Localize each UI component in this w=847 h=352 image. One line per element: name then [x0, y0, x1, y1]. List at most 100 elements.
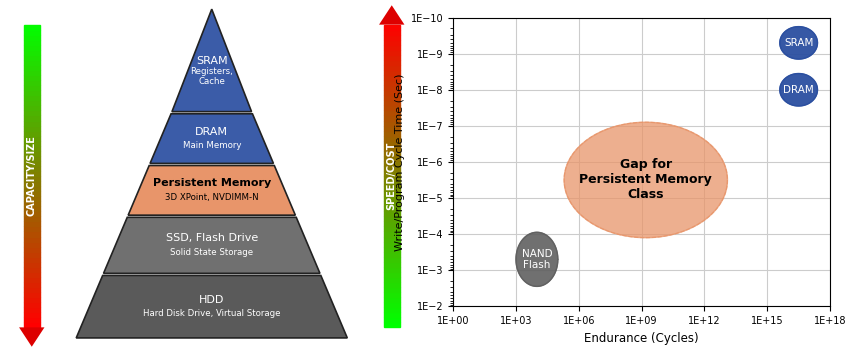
- Bar: [384, 80, 400, 85]
- Bar: [24, 241, 40, 247]
- Bar: [384, 252, 400, 257]
- Bar: [384, 257, 400, 262]
- Y-axis label: Write/Program Cycle Time (Sec): Write/Program Cycle Time (Sec): [396, 73, 405, 251]
- Text: NAND
Flash: NAND Flash: [522, 249, 552, 270]
- Bar: [24, 55, 40, 60]
- Bar: [24, 65, 40, 70]
- Bar: [24, 312, 40, 317]
- Bar: [384, 55, 400, 60]
- Bar: [24, 171, 40, 176]
- Bar: [384, 292, 400, 297]
- Polygon shape: [780, 74, 817, 106]
- Bar: [24, 302, 40, 307]
- Polygon shape: [780, 27, 817, 59]
- Polygon shape: [128, 165, 296, 215]
- Bar: [384, 206, 400, 211]
- Text: SPEED/COST: SPEED/COST: [387, 142, 396, 210]
- Bar: [24, 126, 40, 131]
- Bar: [384, 317, 400, 322]
- Polygon shape: [172, 9, 252, 112]
- Bar: [24, 40, 40, 45]
- Bar: [24, 307, 40, 312]
- Bar: [384, 221, 400, 226]
- Bar: [384, 181, 400, 186]
- Bar: [24, 221, 40, 226]
- Bar: [384, 131, 400, 136]
- Text: Gap for
Persistent Memory
Class: Gap for Persistent Memory Class: [579, 158, 712, 201]
- Bar: [384, 30, 400, 35]
- Bar: [24, 25, 40, 30]
- Bar: [24, 232, 40, 237]
- Bar: [24, 70, 40, 75]
- Bar: [384, 120, 400, 126]
- Polygon shape: [379, 5, 405, 25]
- Bar: [384, 201, 400, 206]
- Bar: [384, 272, 400, 277]
- Bar: [384, 297, 400, 302]
- Bar: [384, 312, 400, 317]
- Text: 3D XPoint, NVDIMM-N: 3D XPoint, NVDIMM-N: [165, 193, 258, 202]
- Bar: [384, 176, 400, 181]
- Polygon shape: [76, 276, 347, 338]
- Bar: [24, 141, 40, 146]
- Bar: [384, 247, 400, 252]
- Bar: [24, 317, 40, 322]
- Polygon shape: [516, 232, 558, 287]
- Bar: [24, 226, 40, 232]
- Bar: [24, 90, 40, 95]
- Bar: [384, 226, 400, 232]
- Bar: [24, 35, 40, 40]
- Polygon shape: [19, 327, 44, 347]
- Bar: [384, 85, 400, 90]
- Bar: [24, 85, 40, 90]
- Text: SRAM: SRAM: [196, 56, 228, 66]
- Text: Solid State Storage: Solid State Storage: [170, 248, 253, 257]
- Bar: [24, 50, 40, 55]
- Text: HDD: HDD: [199, 295, 224, 304]
- Bar: [24, 166, 40, 171]
- Bar: [384, 151, 400, 156]
- Bar: [384, 282, 400, 287]
- Bar: [384, 191, 400, 196]
- Bar: [24, 75, 40, 80]
- Bar: [24, 105, 40, 111]
- Bar: [384, 126, 400, 131]
- Bar: [384, 146, 400, 151]
- Bar: [24, 151, 40, 156]
- Bar: [24, 80, 40, 85]
- Bar: [24, 322, 40, 327]
- Polygon shape: [103, 217, 320, 274]
- Bar: [384, 322, 400, 327]
- Bar: [24, 211, 40, 216]
- Bar: [384, 65, 400, 70]
- Bar: [384, 267, 400, 272]
- Bar: [384, 105, 400, 111]
- Bar: [24, 156, 40, 161]
- Bar: [24, 247, 40, 252]
- Bar: [384, 232, 400, 237]
- Bar: [24, 262, 40, 267]
- Bar: [384, 111, 400, 115]
- Bar: [384, 50, 400, 55]
- Bar: [24, 30, 40, 35]
- Bar: [384, 40, 400, 45]
- Text: Hard Disk Drive, Virtual Storage: Hard Disk Drive, Virtual Storage: [143, 309, 280, 318]
- Bar: [24, 272, 40, 277]
- Text: Persistent Memory: Persistent Memory: [152, 178, 271, 188]
- Bar: [24, 186, 40, 191]
- Bar: [384, 241, 400, 247]
- Bar: [24, 45, 40, 50]
- Bar: [24, 191, 40, 196]
- Bar: [384, 35, 400, 40]
- Bar: [384, 45, 400, 50]
- Bar: [384, 307, 400, 312]
- Bar: [384, 211, 400, 216]
- Bar: [384, 25, 400, 30]
- Bar: [24, 282, 40, 287]
- Bar: [384, 100, 400, 105]
- Bar: [24, 196, 40, 201]
- Bar: [384, 277, 400, 282]
- Bar: [24, 206, 40, 211]
- Bar: [384, 171, 400, 176]
- Bar: [24, 100, 40, 105]
